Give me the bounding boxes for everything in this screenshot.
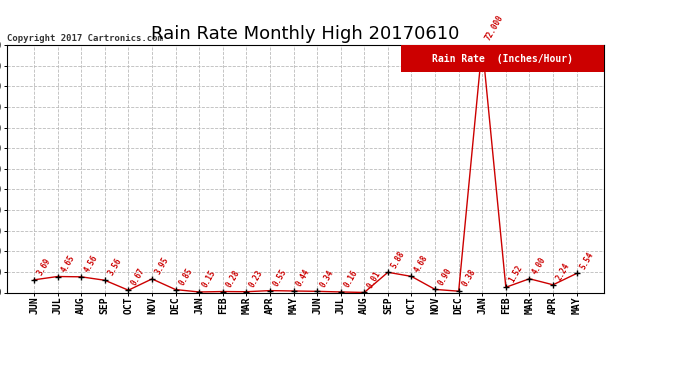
Text: 4.65: 4.65 (59, 253, 76, 274)
Text: 0.15: 0.15 (201, 268, 217, 289)
Text: 2.24: 2.24 (555, 261, 571, 282)
Text: 4.56: 4.56 (83, 254, 99, 274)
Text: Copyright 2017 Cartronics.com: Copyright 2017 Cartronics.com (7, 33, 163, 42)
Text: 0.85: 0.85 (177, 266, 194, 287)
Text: 3.56: 3.56 (106, 257, 124, 278)
Text: 0.34: 0.34 (319, 268, 335, 288)
Text: 0.01: 0.01 (366, 269, 383, 290)
Text: 5.54: 5.54 (578, 250, 595, 271)
Text: 4.68: 4.68 (413, 253, 430, 274)
Text: 0.38: 0.38 (460, 268, 477, 288)
Text: 72.000: 72.000 (484, 14, 505, 42)
Text: 4.00: 4.00 (531, 255, 548, 276)
Text: 0.55: 0.55 (271, 267, 288, 288)
Text: 3.69: 3.69 (35, 256, 52, 277)
Title: Rain Rate Monthly High 20170610: Rain Rate Monthly High 20170610 (151, 26, 460, 44)
Text: 0.23: 0.23 (248, 268, 265, 289)
Text: 5.88: 5.88 (389, 249, 406, 270)
Text: 0.67: 0.67 (130, 267, 147, 287)
Text: 0.16: 0.16 (342, 268, 359, 289)
Text: 1.52: 1.52 (507, 264, 524, 285)
Text: 3.95: 3.95 (153, 256, 170, 276)
Text: 0.28: 0.28 (224, 268, 241, 289)
Text: 0.44: 0.44 (295, 268, 312, 288)
Text: 0.90: 0.90 (437, 266, 453, 286)
